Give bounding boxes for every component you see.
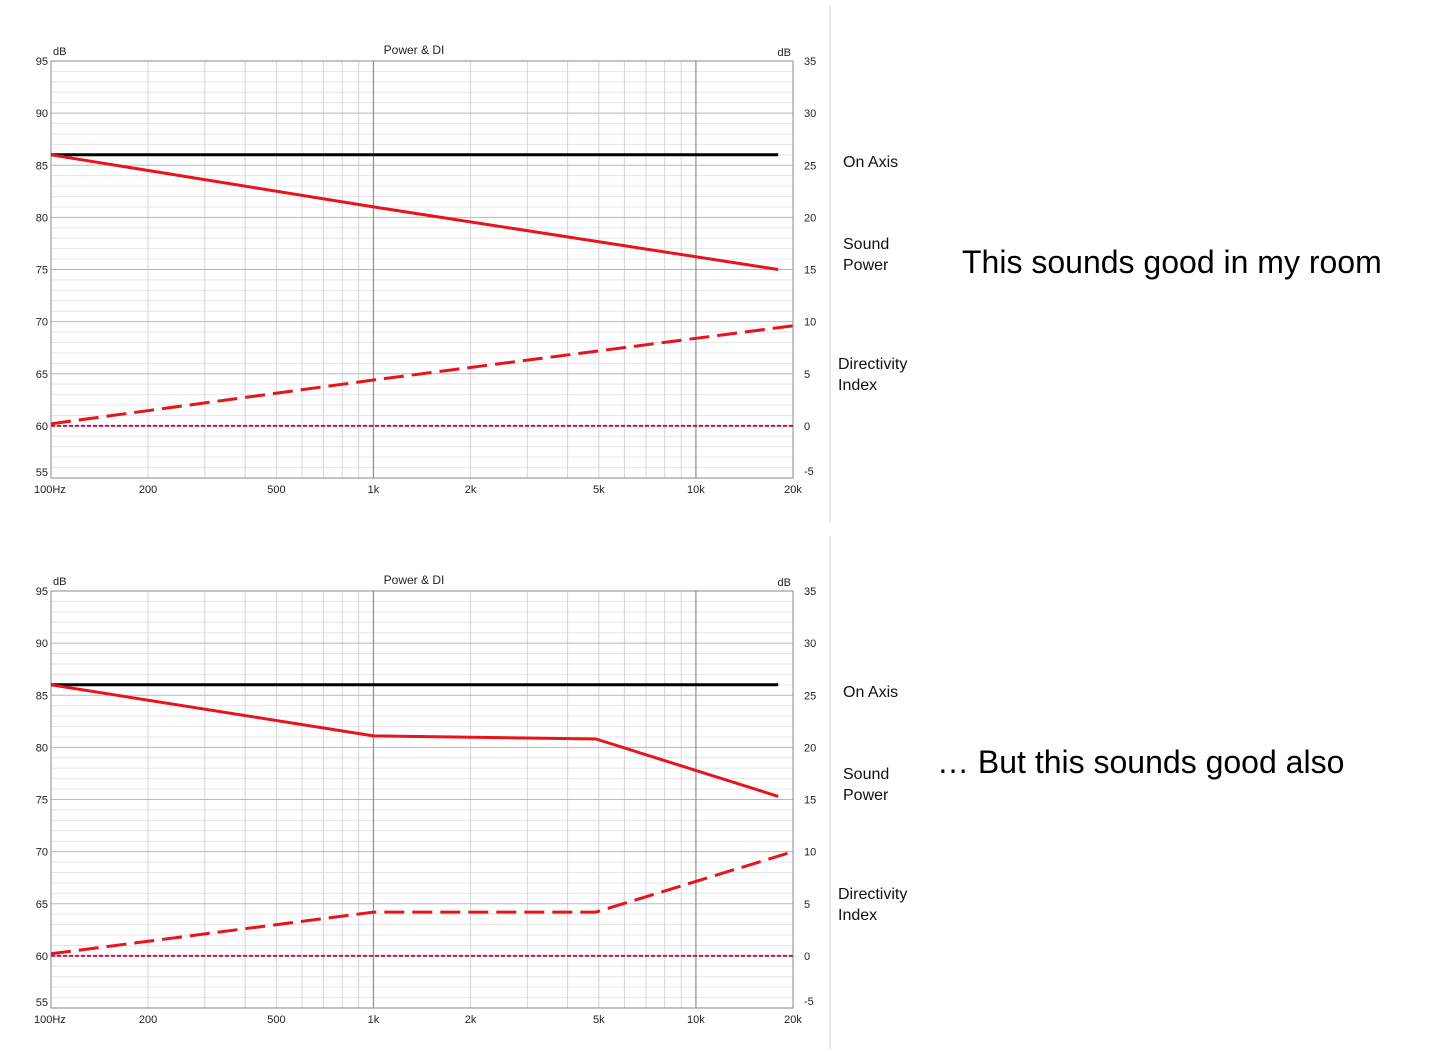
y-axis-unit-left: dB bbox=[53, 576, 66, 588]
plot-frame bbox=[50, 60, 794, 479]
divider bbox=[829, 536, 831, 1049]
y-tick-label-right: 15 bbox=[804, 265, 816, 277]
y-tick-label-right: 0 bbox=[804, 421, 810, 433]
y-axis-unit-right: dB bbox=[778, 47, 791, 59]
y-tick-label-right: 30 bbox=[804, 108, 816, 120]
x-tick-label: 2k bbox=[465, 484, 477, 496]
y-tick-label-left: 95 bbox=[36, 586, 48, 598]
y-tick-label-right: 25 bbox=[804, 160, 816, 172]
y-tick-label-right: 25 bbox=[804, 690, 816, 702]
x-tick-label: 2k bbox=[465, 1014, 477, 1026]
x-tick-label: 5k bbox=[593, 484, 605, 496]
y-tick-label-left: 75 bbox=[36, 265, 48, 277]
y-tick-label-right: 10 bbox=[804, 847, 816, 859]
x-tick-label: 10k bbox=[687, 484, 705, 496]
x-tick-label: 10k bbox=[687, 1014, 705, 1026]
x-tick-label: 100Hz bbox=[34, 484, 66, 496]
y-tick-label-left: 70 bbox=[36, 847, 48, 859]
chart-title: Power & DI bbox=[384, 43, 445, 57]
x-tick-label: 5k bbox=[593, 1014, 605, 1026]
y-tick-label-right: 5 bbox=[804, 899, 810, 911]
chart-panel-1: Power & DI dB dB 95 90 85 80 75 70 65 60 55 35 30 25 20… bbox=[0, 0, 1447, 524]
directivity-index-line bbox=[50, 324, 794, 426]
y-axis-unit-left: dB bbox=[53, 46, 66, 58]
x-tick-label: 20k bbox=[784, 484, 802, 496]
caption: … But this sounds good also bbox=[937, 744, 1345, 780]
plot-grid bbox=[51, 590, 793, 1009]
y-tick-label-left: 90 bbox=[36, 108, 48, 120]
x-tick-label: 1k bbox=[368, 484, 380, 496]
plot-grid bbox=[51, 60, 793, 479]
y-axis-unit-right: dB bbox=[778, 577, 791, 589]
legend-sound-power: Sound Power bbox=[843, 766, 890, 804]
x-tick-label: 500 bbox=[267, 1014, 285, 1026]
power-di-chart-2: Power & DI dB dB 95 90 85 80 75 70 65 60 55 35 30 25 20… bbox=[34, 573, 816, 1026]
y-tick-label-left: 85 bbox=[36, 160, 48, 172]
x-tick-label: 200 bbox=[139, 484, 157, 496]
y-tick-label-right: 35 bbox=[804, 586, 816, 598]
chart-panel-2: Power & DI dB dB 95 90 85 80 75 70 65 60 55 35 30 25 20… bbox=[0, 530, 1447, 1054]
sound-power-line bbox=[50, 153, 779, 271]
y-tick-label-left: 60 bbox=[36, 421, 48, 433]
y-tick-label-left: 75 bbox=[36, 795, 48, 807]
y-tick-label-left: 95 bbox=[36, 56, 48, 68]
y-tick-label-right: 20 bbox=[804, 742, 816, 754]
directivity-index-line bbox=[50, 850, 794, 956]
chart-title: Power & DI bbox=[384, 573, 445, 587]
y-tick-label-left: 80 bbox=[36, 742, 48, 754]
y-tick-label-left: 55 bbox=[36, 997, 48, 1009]
y-tick-label-left: 90 bbox=[36, 638, 48, 650]
y-tick-label-right: 0 bbox=[804, 951, 810, 963]
legend-sound-power: Sound Power bbox=[843, 236, 890, 274]
y-tick-label-right: 30 bbox=[804, 638, 816, 650]
y-tick-label-right: -5 bbox=[804, 996, 814, 1008]
y-tick-label-left: 80 bbox=[36, 212, 48, 224]
y-tick-label-left: 60 bbox=[36, 951, 48, 963]
x-tick-label: 500 bbox=[267, 484, 285, 496]
y-tick-label-left: 65 bbox=[36, 899, 48, 911]
legend-directivity-index: Directivity Index bbox=[838, 886, 908, 924]
y-tick-label-left: 85 bbox=[36, 690, 48, 702]
caption: This sounds good in my room bbox=[962, 244, 1382, 280]
x-tick-label: 100Hz bbox=[34, 1014, 66, 1026]
legend-directivity-index: Directivity Index bbox=[838, 356, 908, 394]
y-tick-label-left: 65 bbox=[36, 369, 48, 381]
power-di-chart-1: Power & DI dB dB 95 90 85 80 75 70 65 60 55 35 30 25 20… bbox=[34, 43, 816, 496]
plot-frame bbox=[50, 590, 794, 1009]
y-tick-label-left: 70 bbox=[36, 317, 48, 329]
legend-on-axis: On Axis bbox=[843, 154, 899, 171]
x-tick-label: 1k bbox=[368, 1014, 380, 1026]
x-tick-label: 200 bbox=[139, 1014, 157, 1026]
y-tick-label-right: 35 bbox=[804, 56, 816, 68]
y-tick-label-right: 5 bbox=[804, 369, 810, 381]
y-tick-label-right: -5 bbox=[804, 466, 814, 478]
divider bbox=[829, 6, 831, 522]
x-tick-label: 20k bbox=[784, 1014, 802, 1026]
sound-power-line bbox=[50, 683, 779, 798]
legend-on-axis: On Axis bbox=[843, 684, 899, 701]
y-tick-label-right: 10 bbox=[804, 317, 816, 329]
y-tick-label-left: 55 bbox=[36, 467, 48, 479]
y-tick-label-right: 20 bbox=[804, 212, 816, 224]
y-tick-label-right: 15 bbox=[804, 795, 816, 807]
